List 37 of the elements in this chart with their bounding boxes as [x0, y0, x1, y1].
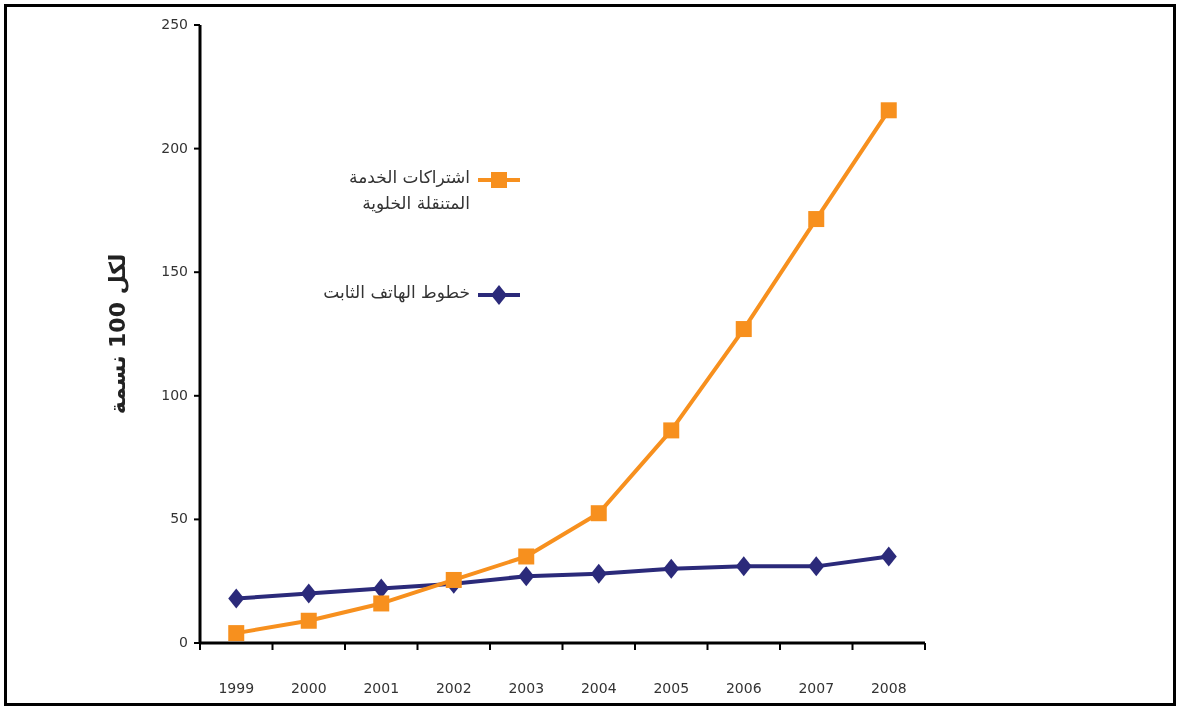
point — [373, 595, 390, 612]
x-tick-label: 2000 — [290, 680, 327, 696]
x-tick-label: 2002 — [435, 680, 472, 696]
y-tick-label: 150 — [161, 263, 188, 280]
point — [228, 625, 245, 642]
y-tick-label: 50 — [170, 510, 188, 527]
legend-label: خطوط الهاتف الثابت — [322, 281, 470, 305]
x-tick-label: 2001 — [363, 680, 400, 696]
x-tick-label: 2006 — [725, 680, 762, 696]
point — [735, 321, 752, 338]
x-tick-label: 2008 — [870, 680, 907, 696]
y-tick-label: 0 — [179, 634, 188, 650]
point — [518, 548, 535, 565]
point — [808, 211, 825, 228]
y-axis-title: لكل 100 نسمة — [105, 253, 130, 415]
x-tick-label: 2004 — [580, 680, 617, 696]
y-tick-label: 250 — [161, 16, 188, 32]
point — [590, 563, 607, 584]
point — [808, 556, 825, 577]
y-tick-label: 200 — [161, 139, 188, 156]
point — [880, 546, 897, 567]
point — [590, 505, 607, 522]
point — [880, 102, 897, 119]
point — [228, 588, 245, 609]
point — [663, 422, 680, 439]
point — [735, 556, 752, 577]
y-tick-label: 100 — [161, 386, 188, 403]
x-tick-label: 2003 — [508, 680, 545, 696]
x-tick-label: 1999 — [218, 680, 255, 696]
x-tick-label: 2005 — [653, 680, 690, 696]
point — [445, 571, 462, 588]
point — [300, 583, 317, 604]
point — [663, 558, 680, 579]
point — [300, 612, 317, 629]
point — [518, 566, 535, 587]
x-tick-label: 2007 — [798, 680, 835, 696]
legend-label: اشتراكات الخدمة المتنقلة الخلوية — [348, 166, 470, 215]
